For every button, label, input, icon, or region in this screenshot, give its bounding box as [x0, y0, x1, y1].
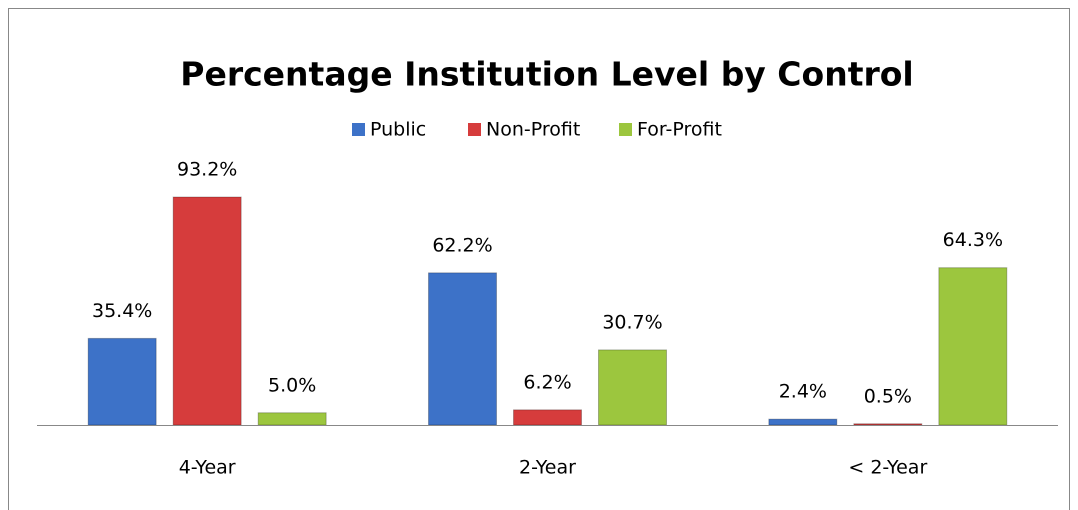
legend-label: Non-Profit: [486, 119, 580, 141]
data-label: 2.4%: [779, 381, 827, 403]
bar: [598, 349, 667, 426]
chart-title: Percentage Institution Level by Control: [180, 55, 913, 94]
bar: [257, 412, 327, 426]
legend-swatch: [619, 123, 632, 136]
bar: [87, 337, 157, 426]
bar: [513, 409, 582, 426]
legend-swatch: [468, 123, 481, 136]
data-label: 0.5%: [864, 385, 912, 407]
bar: [768, 418, 838, 426]
legend-swatch: [352, 123, 365, 136]
bar: [853, 423, 923, 426]
data-label: 64.3%: [943, 229, 1003, 251]
x-tick-label: < 2-Year: [848, 457, 927, 479]
x-tick-label: 4-Year: [179, 457, 236, 479]
bar: [428, 272, 497, 426]
x-tick-label: 2-Year: [519, 457, 576, 479]
data-label: 30.7%: [602, 311, 662, 333]
data-label: 5.0%: [268, 374, 316, 396]
data-label: 35.4%: [92, 300, 152, 322]
bar: [938, 267, 1008, 426]
data-label: 6.2%: [523, 371, 571, 393]
data-label: 93.2%: [177, 159, 237, 181]
legend-label: For-Profit: [637, 119, 722, 141]
data-label: 62.2%: [432, 234, 492, 256]
legend-label: Public: [370, 119, 426, 141]
bar: [172, 196, 242, 426]
